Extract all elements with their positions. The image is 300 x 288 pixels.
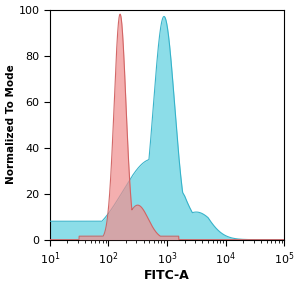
X-axis label: FITC-A: FITC-A [144,270,190,283]
Y-axis label: Normalized To Mode: Normalized To Mode [6,65,16,185]
